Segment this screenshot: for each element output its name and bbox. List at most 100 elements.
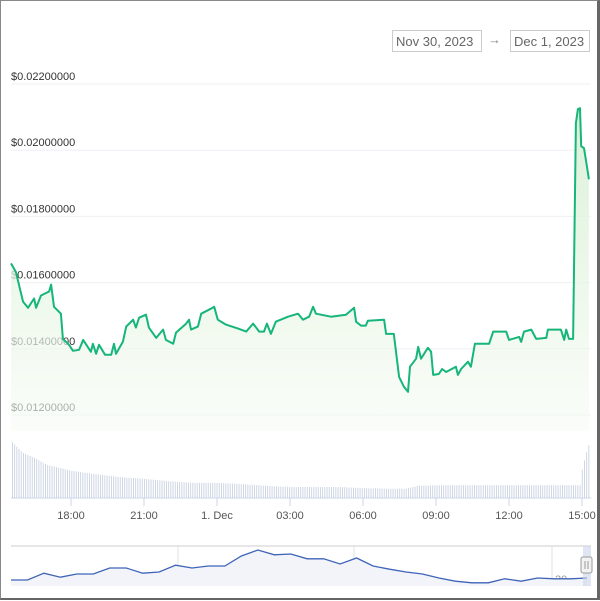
volume-bar xyxy=(240,484,242,498)
volume-bar xyxy=(412,487,414,498)
volume-bar xyxy=(454,485,456,498)
volume-bar xyxy=(474,485,475,498)
navigator[interactable]: 24. Jul18. Sep20. ... xyxy=(11,545,593,586)
volume-bar xyxy=(575,485,577,498)
volume-bar xyxy=(441,485,442,498)
volume-bar xyxy=(346,487,348,498)
volume-bar xyxy=(106,475,108,498)
volume-bar xyxy=(78,471,79,498)
volume-bar xyxy=(141,478,143,498)
volume-bar xyxy=(278,486,280,498)
volume-bar xyxy=(447,485,449,498)
volume-bar xyxy=(401,488,403,498)
volume-bar xyxy=(478,485,480,498)
volume-bar xyxy=(350,487,352,498)
price-line[interactable] xyxy=(10,107,590,393)
volume-bar xyxy=(302,487,304,498)
volume-bar xyxy=(542,485,544,498)
volume-bar xyxy=(122,477,123,498)
volume-bar xyxy=(337,487,339,498)
volume-bar xyxy=(100,474,101,498)
y-tick-label: $0.02000000 xyxy=(11,137,75,149)
volume-bar xyxy=(421,485,423,498)
volume-bar xyxy=(511,485,513,498)
volume-bar xyxy=(276,486,277,498)
volume-bar xyxy=(137,478,139,498)
volume-bar xyxy=(445,485,447,498)
volume-bar xyxy=(366,488,368,498)
volume-bar xyxy=(487,485,489,498)
navigator-handle[interactable] xyxy=(580,556,593,574)
volume-bar xyxy=(251,484,253,498)
volume-bar xyxy=(243,484,244,498)
volume-bar xyxy=(463,485,464,498)
volume-bar xyxy=(372,488,374,498)
volume-bar xyxy=(518,485,519,498)
volume-bar xyxy=(75,471,77,498)
volume-bar xyxy=(232,483,233,498)
volume-bar xyxy=(227,483,229,498)
volume-bar xyxy=(342,487,343,498)
volume-bar xyxy=(102,475,104,498)
volume-bar xyxy=(489,485,491,498)
volume-bar xyxy=(469,485,471,498)
volume-bar xyxy=(311,487,313,498)
volume-bar xyxy=(509,485,511,498)
volume-bar xyxy=(394,488,396,498)
volume-bar xyxy=(379,488,381,498)
volume-bar xyxy=(553,485,555,498)
range-to-input[interactable]: Dec 1, 2023 xyxy=(510,30,590,52)
volume-bar xyxy=(133,478,134,498)
volume-bar xyxy=(20,451,22,498)
y-tick-label: $0.02200000 xyxy=(11,71,75,83)
range-from-input[interactable]: Nov 30, 2023 xyxy=(392,30,482,52)
volume-bar xyxy=(344,487,346,498)
volume-bar xyxy=(533,485,535,498)
volume-bar xyxy=(42,462,44,498)
volume-bar xyxy=(126,477,128,498)
volume-bar xyxy=(216,482,218,498)
volume-bar xyxy=(111,476,112,498)
volume-bar xyxy=(313,487,315,498)
volume-bar xyxy=(287,486,288,498)
volume-bar xyxy=(405,488,407,498)
volume-bar xyxy=(258,485,260,498)
volume-bar xyxy=(289,486,291,498)
volume-bar xyxy=(273,486,275,498)
volume-bar xyxy=(58,467,60,498)
volume-bar xyxy=(25,454,27,498)
volume-bar xyxy=(218,483,220,498)
volume-bar xyxy=(190,482,192,498)
volume-bar xyxy=(386,488,387,498)
volume-bar xyxy=(207,482,209,498)
volume-bar xyxy=(36,459,38,498)
volume-bar xyxy=(293,487,295,498)
volume-bar xyxy=(56,467,57,498)
volume-bar xyxy=(262,485,264,498)
volume-bar xyxy=(271,486,273,498)
volume-bar xyxy=(80,472,82,498)
x-tick-label: 18:00 xyxy=(57,510,85,522)
volume-bar xyxy=(579,485,581,498)
volume-bar xyxy=(82,472,84,498)
volume-bar xyxy=(214,482,216,498)
volume-bar xyxy=(524,485,526,498)
volume-bar xyxy=(93,473,95,498)
volume-bar xyxy=(361,488,363,498)
volume-bar xyxy=(95,474,97,498)
volume-bar xyxy=(18,448,20,498)
volume-bar xyxy=(71,470,73,498)
volume-bar xyxy=(245,484,247,498)
volume-bar xyxy=(399,488,401,498)
volume-bar xyxy=(588,445,590,498)
volume-bar xyxy=(500,485,502,498)
volume-bar xyxy=(139,478,141,498)
volume-bar xyxy=(443,485,445,498)
volume-bar xyxy=(69,470,71,498)
volume-bar xyxy=(458,485,460,498)
volume-bar xyxy=(504,485,506,498)
volume-bar xyxy=(225,483,227,498)
volume-bar xyxy=(423,485,425,498)
volume-bar xyxy=(31,456,33,498)
